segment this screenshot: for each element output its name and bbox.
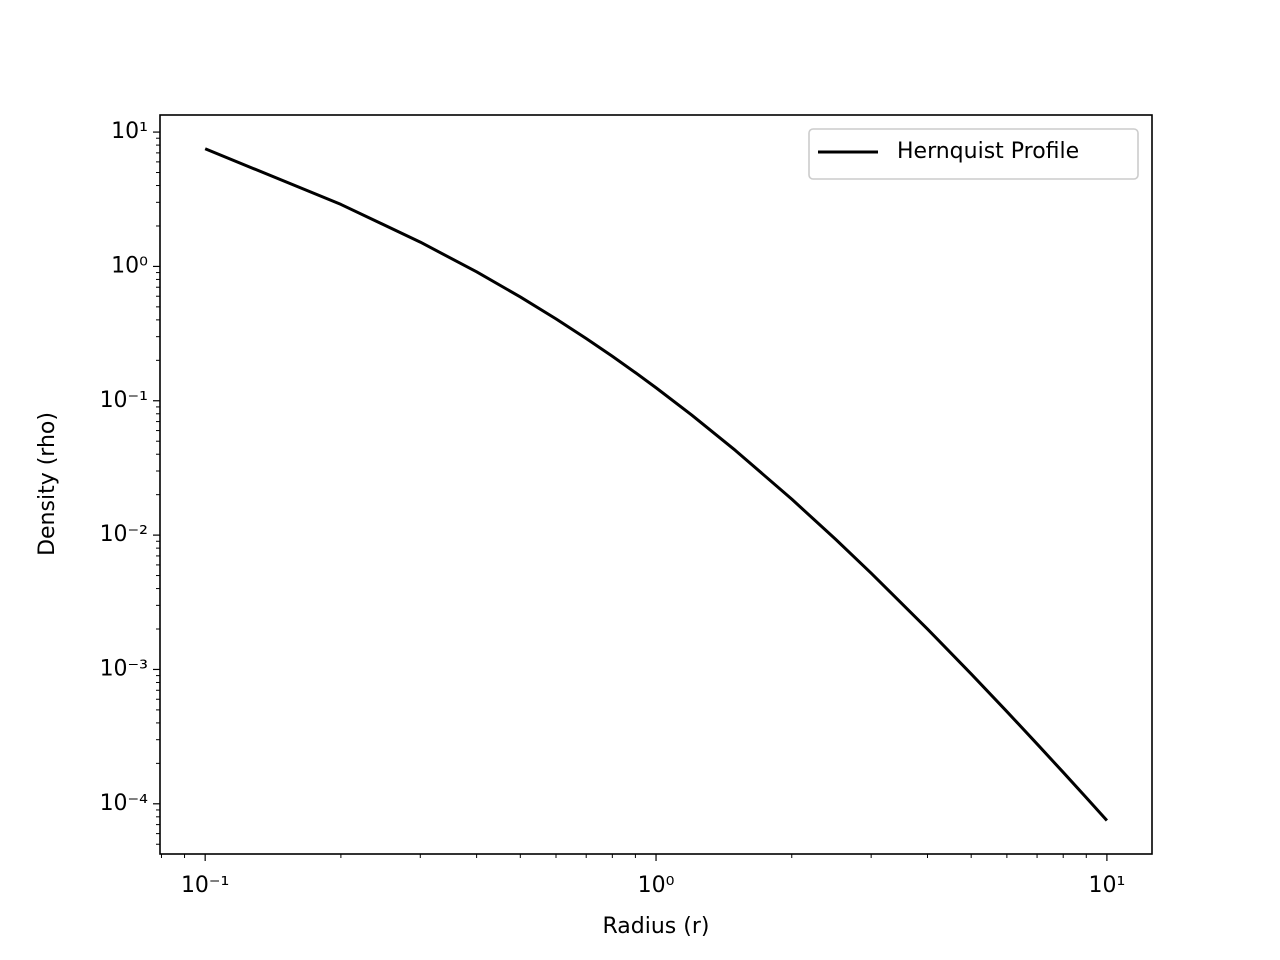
x-tick-label: 10¹ [1088,873,1125,898]
y-tick-label: 10⁰ [111,253,148,278]
x-tick-label: 10⁻¹ [181,873,229,898]
y-tick-label: 10⁻³ [100,656,148,681]
legend-label: Hernquist Profile [897,139,1079,164]
x-tick-label: 10⁰ [638,873,675,898]
y-tick-label: 10⁻⁴ [100,791,149,816]
legend-box [808,128,1139,180]
y-tick-label: 10¹ [111,119,148,144]
plot-frame [159,114,1153,855]
y-tick-label: 10⁻¹ [100,388,148,413]
y-tick-label: 10⁻² [100,522,148,547]
y-axis-label: Density (rho) [35,412,60,556]
line-series [204,147,1109,822]
x-axis-label: Radius (r) [603,914,710,939]
